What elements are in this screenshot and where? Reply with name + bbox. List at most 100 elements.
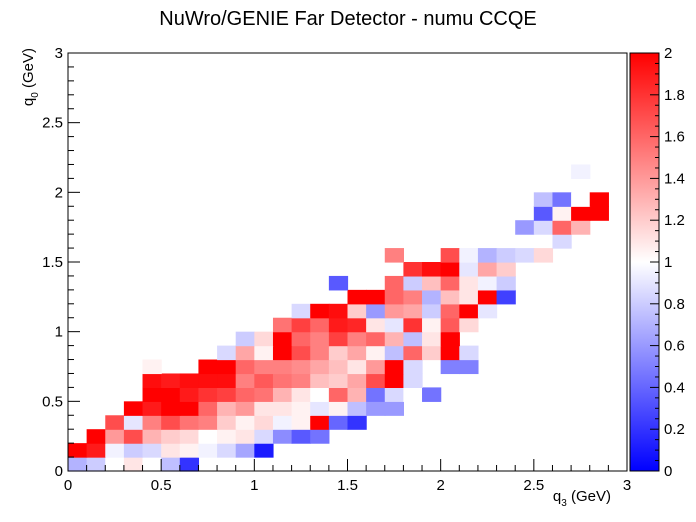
heatmap-cell <box>291 317 311 333</box>
heatmap-cell <box>105 457 125 472</box>
heatmap-cell <box>272 387 293 402</box>
heatmap-cell <box>515 220 535 235</box>
z-tick-label: 1.6 <box>664 129 685 146</box>
heatmap-cell <box>347 415 367 430</box>
z-tick-label: 0.6 <box>664 338 685 355</box>
heatmap-cell <box>366 345 386 361</box>
heatmap-cell <box>142 373 162 388</box>
heatmap-cell <box>310 303 330 319</box>
x-axis-label: q3 (GeV) <box>553 488 611 509</box>
heatmap-cell <box>440 331 460 347</box>
heatmap-cell <box>440 275 460 291</box>
heatmap-cell <box>161 387 181 402</box>
heatmap-cell <box>384 248 404 263</box>
heatmap-cell <box>272 345 293 361</box>
heatmap-cell <box>366 331 386 347</box>
heatmap-cell <box>310 387 330 402</box>
heatmap-cell <box>310 345 330 361</box>
heatmap-cell <box>440 262 460 277</box>
heatmap-cell <box>366 373 386 388</box>
y-tick-label: 0 <box>55 463 63 480</box>
heatmap-cell <box>179 401 200 416</box>
axes: 0 0.5 1 1.5 2 2.5 3 0 0.5 1 1.5 2 2.5 3 <box>42 45 631 494</box>
heatmap-cell <box>105 415 125 430</box>
heatmap-cell <box>217 387 237 402</box>
heatmap-cell <box>477 248 498 263</box>
heatmap-cell <box>440 359 460 375</box>
heatmap-cell <box>235 443 255 458</box>
heatmap-cell <box>291 401 311 416</box>
x-tick-label: 1 <box>250 477 258 494</box>
z-tick-label: 1.4 <box>664 170 685 187</box>
chart-title: NuWro/GENIE Far Detector - numu CCQE <box>159 8 537 30</box>
heatmap-cell <box>310 359 330 375</box>
heatmap-cell <box>459 275 479 291</box>
heatmap-cell <box>328 331 349 347</box>
heatmap-cell <box>552 220 572 235</box>
x-tick-label: 1.5 <box>337 477 358 494</box>
heatmap-cell <box>235 401 255 416</box>
heatmap-cell <box>347 303 367 319</box>
heatmap-cell <box>161 429 181 444</box>
heatmap-cell <box>310 331 330 347</box>
heatmap-cell <box>366 401 386 416</box>
heatmap-cell <box>403 359 423 375</box>
heatmap-cell <box>496 275 516 291</box>
z-tick-label: 1.2 <box>664 212 685 229</box>
y-tick-label: 1.5 <box>42 254 63 271</box>
heatmap-cell <box>552 192 572 207</box>
heatmap-cell <box>105 443 125 458</box>
heatmap-cell <box>86 457 106 472</box>
heatmap-cell <box>142 429 162 444</box>
heatmap-cell <box>105 429 125 444</box>
heatmap-cell <box>328 275 349 291</box>
heatmap-cell <box>384 387 404 402</box>
x-tick-label: 0 <box>64 477 72 494</box>
heatmap-cell <box>142 443 162 458</box>
heatmap-cell <box>571 192 591 207</box>
heatmap-cell <box>272 359 293 375</box>
heatmap-cell <box>328 359 349 375</box>
heatmap-cell <box>217 443 237 458</box>
heatmap-cell <box>384 317 404 333</box>
heatmap-cell <box>552 234 572 249</box>
heatmap-cell <box>347 331 367 347</box>
y-tick-label: 2.5 <box>42 115 63 132</box>
heatmap-cell <box>68 457 88 472</box>
heatmap-cell <box>589 192 609 207</box>
heatmap-cell <box>496 289 516 305</box>
heatmap-cell <box>366 317 386 333</box>
heatmap-cell <box>254 387 274 402</box>
heatmap-cell <box>403 303 423 319</box>
heatmap-cell <box>422 331 442 347</box>
heatmap-cell <box>366 359 386 375</box>
z-tick-label: 1 <box>664 254 672 271</box>
heatmap-cell <box>198 401 218 416</box>
heatmap-cell <box>403 345 423 361</box>
heatmap-cell <box>142 359 162 375</box>
heatmap-cell <box>254 345 274 361</box>
heatmap-cell <box>477 262 498 277</box>
heatmap-cell <box>533 248 554 263</box>
heatmap-cell <box>179 373 200 388</box>
heatmap-cell <box>291 345 311 361</box>
heatmap-cell <box>384 303 404 319</box>
heatmap-cell <box>179 415 200 430</box>
heatmap-cell <box>68 443 88 458</box>
heatmap-cell <box>571 164 591 179</box>
heatmap-cell <box>422 317 442 333</box>
heatmap-cell <box>254 359 274 375</box>
x-tick-label: 2 <box>436 477 444 494</box>
heatmap-cell <box>459 317 479 333</box>
heatmap-cell <box>347 401 367 416</box>
heatmap-cell <box>161 373 181 388</box>
heatmap-cell <box>235 345 255 361</box>
heatmap-cell <box>310 317 330 333</box>
heatmap-cell <box>459 303 479 319</box>
heatmap-cell <box>272 331 293 347</box>
heatmap-cell <box>235 331 255 347</box>
heatmap-cell <box>328 303 349 319</box>
heatmap-cell <box>86 429 106 444</box>
heatmap-cell <box>422 262 442 277</box>
heatmap-cell <box>403 275 423 291</box>
